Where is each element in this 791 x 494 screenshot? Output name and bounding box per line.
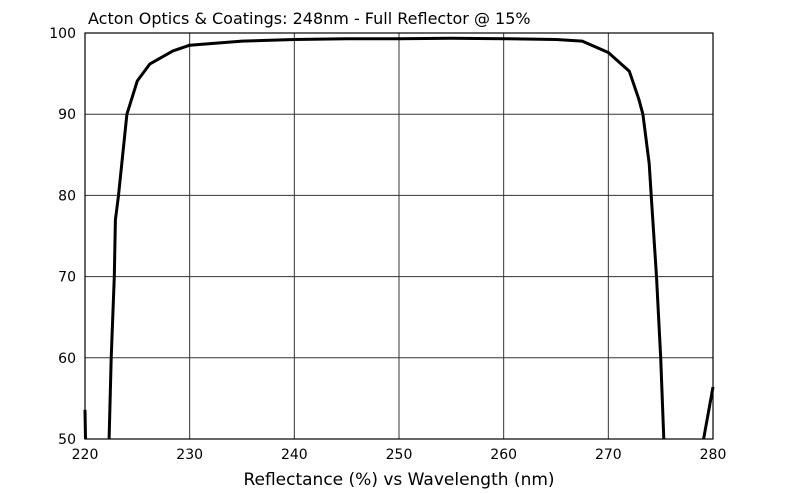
x-tick-label: 280 [700,447,727,463]
series-line-segment-right [702,386,715,440]
y-tick-label: 50 [58,432,76,448]
grid [84,32,714,440]
x-tick-label: 230 [176,447,203,463]
x-tick-labels: 220 230 240 250 260 270 280 [72,447,727,463]
x-tick-label: 250 [386,447,413,463]
series-line-main [107,36,666,440]
y-tick-label: 70 [58,270,76,286]
y-tick-label: 80 [58,188,76,204]
y-tick-label: 90 [58,107,76,123]
y-tick-labels: 50 60 70 80 90 100 [49,26,76,448]
plot-frame [84,32,714,440]
x-tick-label: 220 [72,447,99,463]
y-tick-label: 100 [49,26,76,42]
x-tick-label: 270 [595,447,622,463]
chart-title: Acton Optics & Coatings: 248nm - Full Re… [88,9,531,28]
x-tick-label: 240 [281,447,308,463]
x-axis-label: Reflectance (%) vs Wavelength (nm) [243,470,554,490]
x-tick-label: 260 [490,447,517,463]
y-tick-label: 60 [58,351,76,367]
